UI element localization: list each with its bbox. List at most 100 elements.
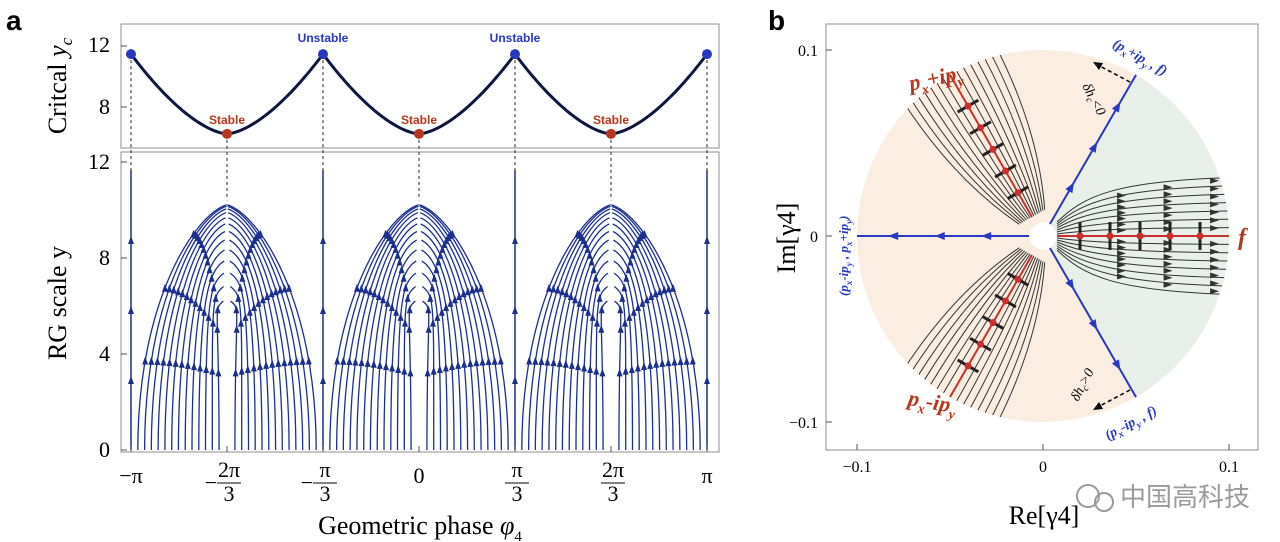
flow-arrow [362, 285, 369, 294]
flow-arrow [592, 273, 599, 282]
flow-arrow [596, 293, 603, 302]
flow-arrow [238, 318, 244, 327]
flow-arrow [554, 285, 561, 294]
flow-arrow [238, 366, 245, 375]
ytick-label: 4 [99, 341, 110, 366]
origin-hole [1029, 222, 1057, 250]
separatrix-arrow [704, 306, 710, 314]
pxipy-streamline [996, 50, 1046, 210]
flow-arrow [584, 244, 591, 253]
rg-flow-line [595, 285, 609, 451]
flow-arrow [203, 365, 210, 373]
streamline-arrow [1163, 253, 1173, 260]
streamline-arrow [1117, 204, 1127, 211]
pxmipy-fixed-point [1014, 275, 1022, 283]
flow-arrow [358, 358, 365, 367]
flow-arrow [576, 298, 583, 307]
rg-flow-line [541, 212, 611, 451]
separatrix-arrow [704, 376, 710, 384]
flow-arrow [585, 307, 592, 316]
rg-flow-line [227, 204, 317, 451]
flow-arrow [202, 250, 209, 259]
pxipy-streamline [916, 93, 1024, 223]
separatrix-arrow [320, 306, 326, 314]
flow-arrow [263, 360, 270, 369]
ytick-label: 12 [88, 149, 110, 174]
streamline-arrow [1210, 256, 1220, 263]
flow-arrow [497, 356, 504, 365]
streamline-arrow [1163, 205, 1173, 212]
streamline-arrow [1210, 264, 1220, 271]
flow-arrow [197, 363, 204, 372]
flow-arrow [200, 244, 207, 253]
pxmipy-streamline [929, 251, 1027, 386]
stable-fixed-point [606, 128, 616, 139]
flow-arrow [617, 305, 624, 314]
rg-flow-line [376, 239, 417, 451]
flow-arrow [670, 283, 676, 292]
flow-arrow [208, 273, 215, 282]
phase-label-pxmipy: px-ipy [904, 385, 960, 423]
flow-arrow [598, 324, 605, 333]
streamline-f [1056, 245, 1229, 279]
flow-arrow [425, 305, 432, 314]
flow-arrow [641, 362, 647, 371]
flow-arrow [299, 356, 306, 365]
streamline-arrow [1117, 267, 1127, 274]
flow-arrow [582, 240, 589, 248]
xtick-denominator: 3 [224, 481, 235, 506]
rg-flow-line [157, 212, 227, 451]
dashed-connectors [130, 54, 708, 450]
flow-arrow [648, 292, 655, 300]
rg-flow-line [227, 205, 311, 451]
flow-arrow [689, 356, 696, 365]
streamline-arrow [1117, 261, 1127, 268]
rg-flow-line [228, 223, 283, 451]
unstable-fixed-point [702, 49, 712, 60]
panel-b: 0.1 0 −0.1 −0.1 0 0.1 Im[γ4] Re[γ4] px+i… [772, 23, 1259, 530]
flow-arrow [396, 257, 403, 266]
pxmipy-fixed-point [977, 340, 984, 348]
flow-arrow [287, 357, 294, 366]
flow-arrow [367, 287, 374, 296]
b-ytick-bot: −0.1 [789, 415, 818, 432]
flow-arrow [293, 357, 300, 365]
streamline-arrow [1210, 177, 1220, 184]
flow-arrow [247, 244, 254, 253]
xtick-denominator: 3 [608, 481, 619, 506]
xtick-label: 0 [414, 463, 425, 488]
xtick-minus: − [301, 470, 313, 495]
flow-arrow [154, 357, 161, 365]
streamline-arrow [1210, 201, 1220, 208]
rg-flow-line [421, 249, 455, 451]
flow-arrow [588, 257, 595, 266]
rg-flow-line [613, 239, 654, 451]
rg-flow-line [582, 260, 609, 451]
flow-arrow [599, 368, 606, 377]
rg-flow-line [421, 239, 462, 451]
rg-flow-line [588, 272, 609, 451]
flow-arrow [589, 312, 596, 321]
flow-arrow [572, 295, 579, 304]
pxmipy-streamline [989, 261, 1044, 421]
flow-arrow [430, 366, 437, 375]
watermark: 中国高科技 [1076, 483, 1250, 513]
flow-arrow [188, 295, 195, 304]
flow-arrow [491, 356, 498, 365]
flow-arrow [594, 283, 601, 292]
boundary-label-lower: (px-ipy , f) [1103, 404, 1161, 446]
flow-arrow [395, 365, 402, 373]
rg-flow-lines [128, 170, 710, 451]
b-ylabel: Im[γ4] [772, 203, 801, 274]
rg-flow-line [613, 249, 647, 451]
b-ytick-mid: 0 [810, 229, 818, 246]
top-ytick-8: 8 [99, 94, 110, 119]
flow-arrow [653, 359, 660, 368]
pxipy-streamline [929, 86, 1027, 221]
pxmipy-streamline [982, 260, 1042, 417]
flow-arrow [639, 298, 646, 307]
flow-arrow [281, 284, 288, 293]
flow-arrow [449, 362, 455, 371]
flow-arrow [451, 295, 458, 304]
rg-flow-line [230, 300, 238, 451]
